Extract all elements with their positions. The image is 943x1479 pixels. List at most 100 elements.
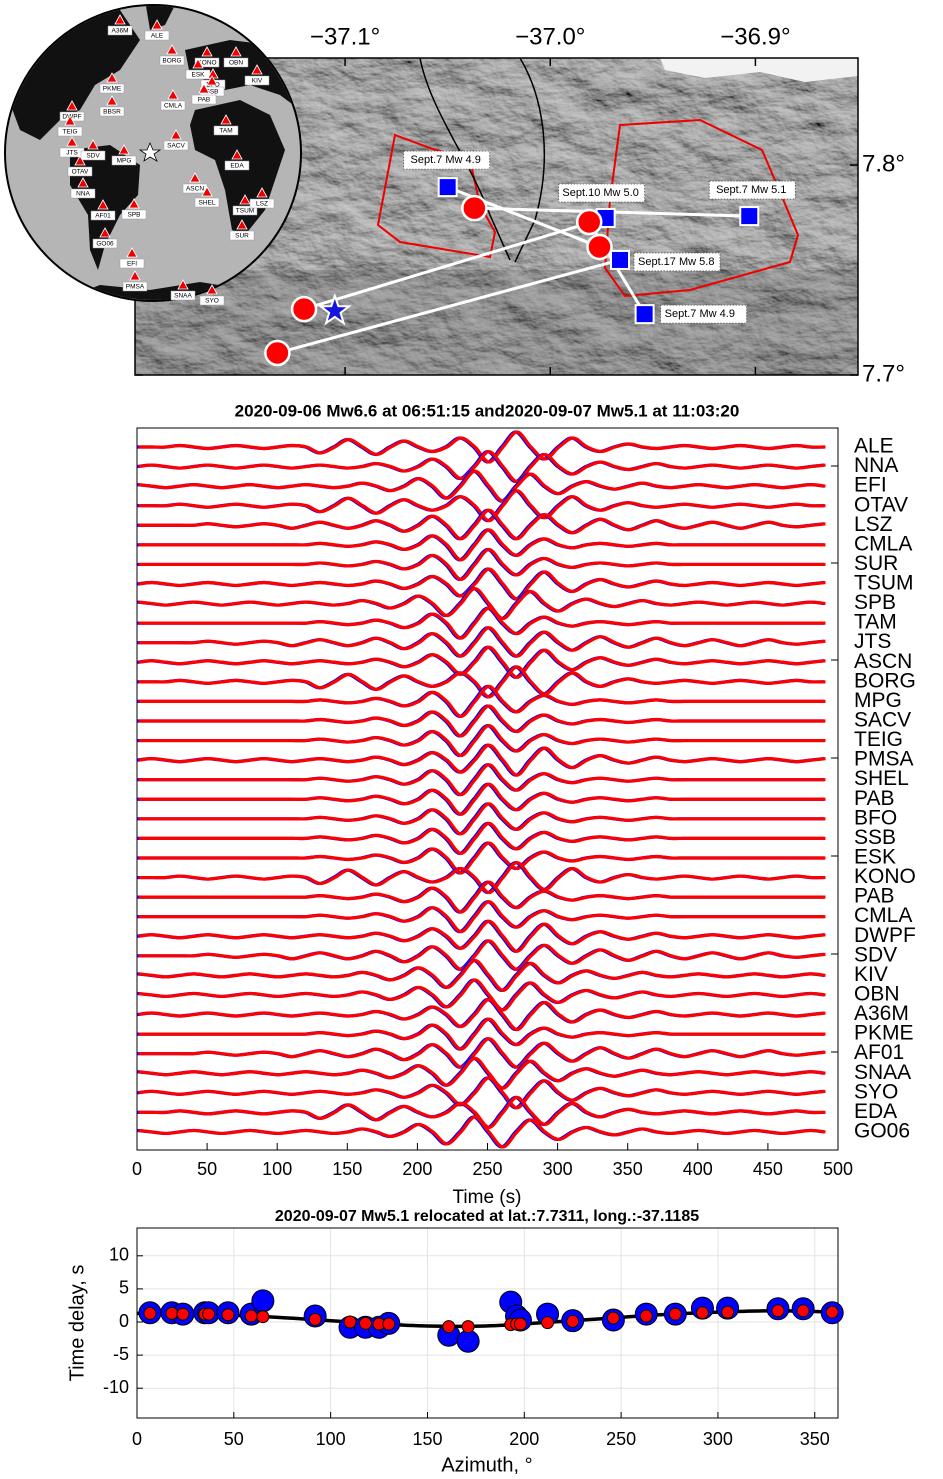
station-label: CMLA <box>854 904 912 927</box>
station-marker <box>151 19 163 30</box>
event-label: Sept.17 Mw 5.8 <box>638 256 714 268</box>
station-box <box>99 83 125 94</box>
station-label: TEIG <box>62 129 77 136</box>
station-label: ASCN <box>854 650 912 673</box>
x-axis-label: Azimuth, ° <box>441 1454 532 1476</box>
waveform <box>138 1115 826 1149</box>
waveform <box>138 469 826 503</box>
station-marker <box>99 227 111 238</box>
station-label: SPB <box>854 591 896 614</box>
station-marker <box>236 219 248 230</box>
relocated-event <box>461 194 488 222</box>
y-tick-label: 10 <box>109 1245 129 1265</box>
station-box <box>107 25 133 36</box>
station-marker <box>106 95 118 106</box>
predicted-point <box>308 1312 322 1326</box>
station-label: KONO <box>854 865 916 888</box>
waveform <box>138 978 826 1012</box>
event-label: Sept.7 Mw 5.1 <box>716 184 786 196</box>
relocated-event <box>575 208 603 236</box>
x-tick-label: 350 <box>800 1429 830 1449</box>
station-marker <box>177 279 189 290</box>
station-label: BORG <box>162 58 181 65</box>
x-tick-label: −37.0° <box>515 23 585 50</box>
label-box <box>633 252 721 272</box>
station-label: SACV <box>854 709 911 732</box>
station-box <box>191 94 217 105</box>
station-label: MPG <box>854 689 902 712</box>
station-marker <box>128 198 140 209</box>
predicted-point <box>721 1305 735 1319</box>
station-box <box>224 160 250 171</box>
catalog-event <box>610 249 631 270</box>
station-box <box>163 140 189 151</box>
station-label: SHEL <box>854 767 909 790</box>
x-tick-label: 50 <box>197 1159 217 1179</box>
waveform <box>138 1056 826 1090</box>
x-tick-label: 0 <box>132 1429 142 1449</box>
station-marker <box>77 177 89 188</box>
x-tick-label: 100 <box>262 1159 292 1179</box>
station-label: SUR <box>235 233 249 240</box>
predicted-point <box>796 1304 810 1318</box>
x-tick-label: 250 <box>606 1429 636 1449</box>
station-label: EDA <box>230 163 244 170</box>
station-box <box>111 155 137 166</box>
station-box <box>194 57 220 68</box>
station-label: PMSA <box>854 748 914 771</box>
station-label: PAB <box>198 97 211 104</box>
predicted-point <box>566 1314 580 1328</box>
observed-point <box>456 1329 480 1353</box>
station-marker <box>201 186 213 197</box>
x-tick-label: 0 <box>132 1159 142 1179</box>
station-marker <box>118 144 130 155</box>
waveform-frame <box>136 427 839 1151</box>
station-label: ESK <box>191 72 205 79</box>
station-box <box>92 238 118 249</box>
label-box <box>660 304 748 324</box>
relocation-line <box>276 258 621 355</box>
plot-frame <box>136 1227 839 1419</box>
waveform <box>138 606 826 640</box>
x-tick-label: 400 <box>683 1159 713 1179</box>
waveform-title: 2020-09-06 Mw6.6 at 06:51:15 and2020-09-… <box>235 401 740 420</box>
station-label: SSB <box>205 89 218 96</box>
station-box <box>244 75 270 86</box>
station-box <box>122 281 148 292</box>
station-marker <box>192 58 204 69</box>
station-label: OTAV <box>854 493 908 516</box>
station-marker <box>66 100 78 111</box>
station-label: KIV <box>252 78 263 85</box>
station-marker <box>230 46 242 57</box>
station-marker <box>206 75 218 86</box>
x-tick-label: 150 <box>332 1159 362 1179</box>
station-label: JTS <box>854 630 891 653</box>
station-label: BFO <box>854 806 897 829</box>
station-label: SPB <box>127 212 140 219</box>
station-marker <box>167 89 179 100</box>
event-label: Sept.7 Mw 4.9 <box>665 308 735 320</box>
station-label: PAB <box>854 885 894 908</box>
waveform <box>138 508 826 541</box>
mainshock-star <box>317 292 352 326</box>
waveform <box>138 547 826 582</box>
station-marker <box>170 129 182 140</box>
station-label: GO06 <box>96 241 114 248</box>
waveform <box>138 782 826 816</box>
waveform-layer: 0 50 100 150 200 250 300 350 400 450 500ALENNAEFIO… <box>132 430 916 1179</box>
waveform <box>138 1076 826 1110</box>
station-box <box>199 295 225 306</box>
label-box <box>558 183 646 203</box>
predicted-point <box>176 1307 190 1321</box>
scatter-title: 2020-09-07 Mw5.1 relocated at lat.:7.731… <box>275 1208 699 1225</box>
station-label: PKME <box>103 86 122 93</box>
catalog-event <box>437 177 458 198</box>
station-box <box>119 258 145 269</box>
station-box <box>160 100 186 111</box>
x-tick-label: −36.9° <box>720 23 790 50</box>
waveform <box>138 939 826 971</box>
globe-stations: A36MALEBORGKONOESKOBNKIVBFOSSBPABPKMEBBS… <box>57 14 275 306</box>
predicted-point <box>639 1309 653 1323</box>
station-label: ESK <box>854 846 896 869</box>
station-marker <box>64 115 76 126</box>
